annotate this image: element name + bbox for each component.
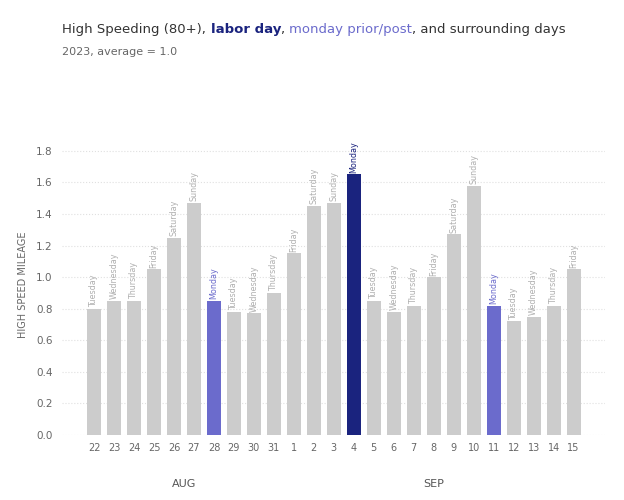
Bar bbox=[447, 234, 461, 435]
Bar bbox=[147, 269, 161, 435]
Bar bbox=[427, 277, 441, 435]
Text: Saturday: Saturday bbox=[170, 200, 178, 236]
Text: Friday: Friday bbox=[569, 244, 578, 268]
Bar bbox=[247, 314, 261, 435]
Bar bbox=[307, 206, 321, 435]
Text: Friday: Friday bbox=[290, 228, 298, 252]
Bar bbox=[207, 301, 221, 435]
Text: , and surrounding days: , and surrounding days bbox=[412, 22, 566, 36]
Text: Thursday: Thursday bbox=[270, 254, 278, 292]
Bar bbox=[487, 306, 500, 435]
Text: labor day: labor day bbox=[210, 22, 281, 36]
Text: Thursday: Thursday bbox=[409, 267, 418, 304]
Bar bbox=[227, 312, 241, 435]
Bar bbox=[267, 293, 281, 435]
Text: Tuesday: Tuesday bbox=[369, 266, 378, 299]
Text: High Speeding (80+),: High Speeding (80+), bbox=[62, 22, 210, 36]
Bar bbox=[107, 301, 121, 435]
Text: Tuesday: Tuesday bbox=[90, 274, 99, 307]
Text: Monday: Monday bbox=[210, 268, 218, 299]
Y-axis label: HIGH SPEED MILEAGE: HIGH SPEED MILEAGE bbox=[17, 232, 27, 338]
Bar bbox=[467, 186, 480, 435]
Text: Wednesday: Wednesday bbox=[110, 252, 119, 299]
Text: Wednesday: Wednesday bbox=[529, 268, 538, 315]
Bar bbox=[87, 308, 101, 435]
Text: Wednesday: Wednesday bbox=[389, 264, 398, 310]
Text: Wednesday: Wednesday bbox=[250, 266, 258, 312]
Text: Saturday: Saturday bbox=[310, 168, 318, 204]
Bar bbox=[347, 174, 361, 435]
Bar bbox=[547, 306, 560, 435]
Text: monday prior/post: monday prior/post bbox=[290, 22, 412, 36]
Bar bbox=[367, 301, 381, 435]
Text: Sunday: Sunday bbox=[190, 172, 198, 202]
Bar bbox=[187, 203, 201, 435]
Text: Monday: Monday bbox=[489, 272, 498, 304]
Bar bbox=[567, 269, 580, 435]
Text: Thursday: Thursday bbox=[549, 267, 558, 304]
Bar bbox=[167, 238, 181, 435]
Bar bbox=[287, 254, 301, 435]
Text: 2023, average = 1.0: 2023, average = 1.0 bbox=[62, 46, 177, 56]
Bar bbox=[507, 322, 520, 435]
Text: SEP: SEP bbox=[423, 479, 444, 489]
Text: Sunday: Sunday bbox=[329, 172, 338, 202]
Text: ,: , bbox=[281, 22, 290, 36]
Text: Sunday: Sunday bbox=[469, 154, 478, 184]
Bar bbox=[387, 312, 401, 435]
Text: Tuesday: Tuesday bbox=[230, 278, 238, 310]
Text: Monday: Monday bbox=[349, 141, 358, 173]
Text: Thursday: Thursday bbox=[130, 262, 139, 299]
Text: Friday: Friday bbox=[429, 251, 438, 276]
Bar bbox=[407, 306, 421, 435]
Text: Tuesday: Tuesday bbox=[509, 287, 518, 320]
Bar bbox=[527, 316, 540, 435]
Text: AUG: AUG bbox=[172, 479, 196, 489]
Bar bbox=[127, 301, 141, 435]
Text: Friday: Friday bbox=[150, 244, 158, 268]
Bar bbox=[327, 203, 341, 435]
Text: Saturday: Saturday bbox=[449, 196, 458, 233]
